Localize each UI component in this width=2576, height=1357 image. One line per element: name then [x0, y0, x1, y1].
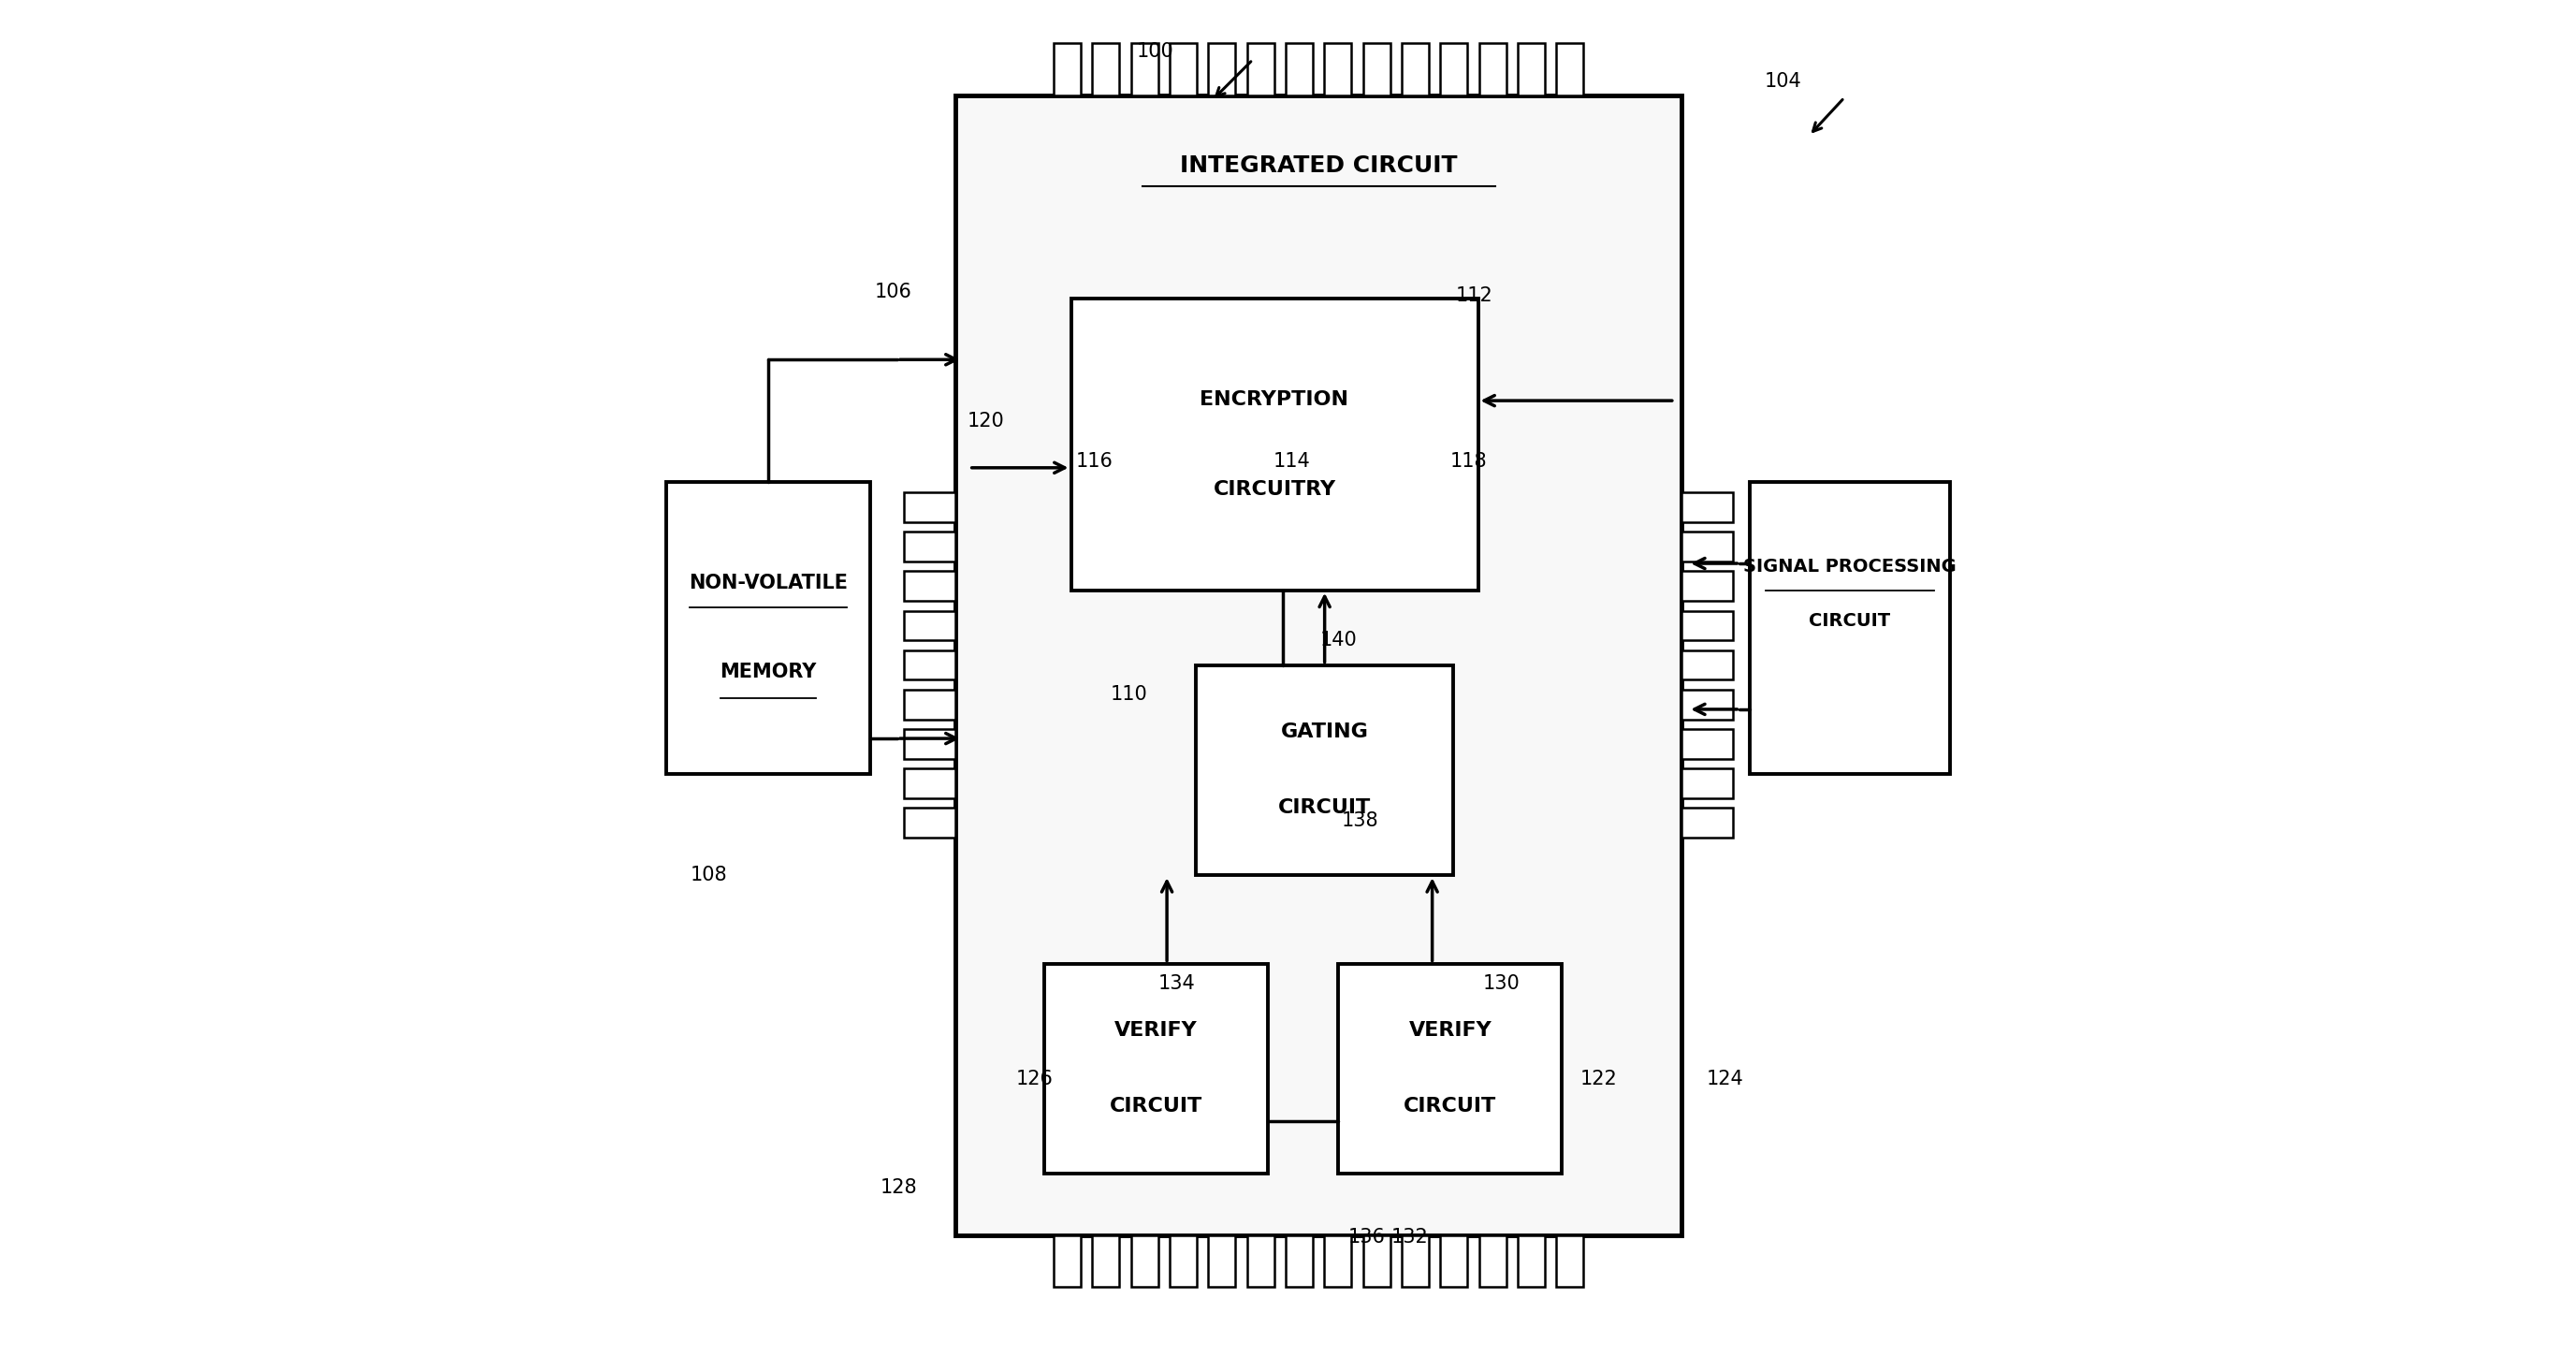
- Bar: [1682, 532, 1734, 562]
- Bar: [1556, 43, 1584, 95]
- Bar: [1247, 43, 1275, 95]
- Bar: [1401, 43, 1430, 95]
- Bar: [1170, 43, 1198, 95]
- Text: NON-VOLATILE: NON-VOLATILE: [688, 574, 848, 592]
- Bar: [1440, 1235, 1468, 1286]
- Bar: [1517, 1235, 1546, 1286]
- Bar: [904, 807, 956, 837]
- Text: VERIFY: VERIFY: [1115, 1022, 1198, 1039]
- Text: CIRCUIT: CIRCUIT: [1808, 612, 1891, 630]
- Text: MEMORY: MEMORY: [719, 664, 817, 681]
- Text: INTEGRATED CIRCUIT: INTEGRATED CIRCUIT: [1180, 155, 1458, 176]
- Text: 120: 120: [966, 411, 1005, 430]
- Bar: [1054, 43, 1082, 95]
- Text: 138: 138: [1342, 811, 1378, 830]
- Bar: [1517, 43, 1546, 95]
- Text: 140: 140: [1319, 631, 1358, 650]
- Bar: [1337, 963, 1561, 1174]
- Text: 114: 114: [1273, 452, 1311, 471]
- Text: SIGNAL PROCESSING: SIGNAL PROCESSING: [1744, 558, 1955, 575]
- Text: 134: 134: [1159, 974, 1195, 993]
- Bar: [1682, 571, 1734, 601]
- Bar: [1043, 963, 1267, 1174]
- Bar: [1682, 493, 1734, 522]
- Text: 128: 128: [881, 1178, 917, 1197]
- Bar: [1072, 299, 1479, 590]
- Bar: [1682, 768, 1734, 798]
- Text: ENCRYPTION: ENCRYPTION: [1200, 391, 1350, 408]
- Text: 104: 104: [1765, 72, 1801, 91]
- Bar: [1682, 729, 1734, 759]
- Text: CIRCUIT: CIRCUIT: [1278, 799, 1370, 817]
- Bar: [904, 532, 956, 562]
- Text: 108: 108: [690, 866, 726, 885]
- Text: VERIFY: VERIFY: [1409, 1022, 1492, 1039]
- Text: CIRCUITRY: CIRCUITRY: [1213, 480, 1337, 498]
- Bar: [1479, 43, 1507, 95]
- Text: 106: 106: [873, 282, 912, 301]
- Text: 112: 112: [1455, 286, 1492, 305]
- Bar: [1131, 1235, 1159, 1286]
- Text: CIRCUIT: CIRCUIT: [1110, 1098, 1203, 1115]
- Text: 126: 126: [1015, 1069, 1054, 1088]
- Text: 116: 116: [1074, 452, 1113, 471]
- Bar: [904, 650, 956, 680]
- Bar: [1479, 1235, 1507, 1286]
- Bar: [1401, 1235, 1430, 1286]
- Text: 136: 136: [1347, 1228, 1386, 1247]
- Bar: [904, 571, 956, 601]
- Bar: [904, 768, 956, 798]
- Bar: [1247, 1235, 1275, 1286]
- Text: 118: 118: [1450, 452, 1486, 471]
- Bar: [1092, 43, 1121, 95]
- Bar: [1682, 611, 1734, 641]
- Text: 130: 130: [1481, 974, 1520, 993]
- Bar: [1285, 1235, 1314, 1286]
- Bar: [1170, 1235, 1198, 1286]
- Bar: [1324, 43, 1352, 95]
- Bar: [1682, 807, 1734, 837]
- Bar: [1749, 482, 1950, 773]
- Bar: [1208, 1235, 1236, 1286]
- Bar: [1440, 43, 1468, 95]
- Bar: [1285, 43, 1314, 95]
- Text: 110: 110: [1110, 685, 1149, 704]
- Bar: [1363, 43, 1391, 95]
- Text: 100: 100: [1136, 42, 1175, 61]
- Bar: [1363, 1235, 1391, 1286]
- Bar: [1556, 1235, 1584, 1286]
- Bar: [904, 493, 956, 522]
- Bar: [1131, 43, 1159, 95]
- Bar: [904, 729, 956, 759]
- Bar: [1092, 1235, 1121, 1286]
- Bar: [904, 611, 956, 641]
- Bar: [1208, 43, 1236, 95]
- Bar: [1195, 665, 1453, 875]
- Text: 132: 132: [1391, 1228, 1430, 1247]
- Bar: [1324, 1235, 1352, 1286]
- Bar: [956, 95, 1682, 1235]
- Bar: [1682, 650, 1734, 680]
- Bar: [1682, 689, 1734, 719]
- Text: CIRCUIT: CIRCUIT: [1404, 1098, 1497, 1115]
- Bar: [904, 689, 956, 719]
- Text: GATING: GATING: [1280, 723, 1368, 741]
- Bar: [667, 482, 871, 773]
- Bar: [1054, 1235, 1082, 1286]
- Text: 124: 124: [1705, 1069, 1744, 1088]
- Text: 122: 122: [1579, 1069, 1618, 1088]
